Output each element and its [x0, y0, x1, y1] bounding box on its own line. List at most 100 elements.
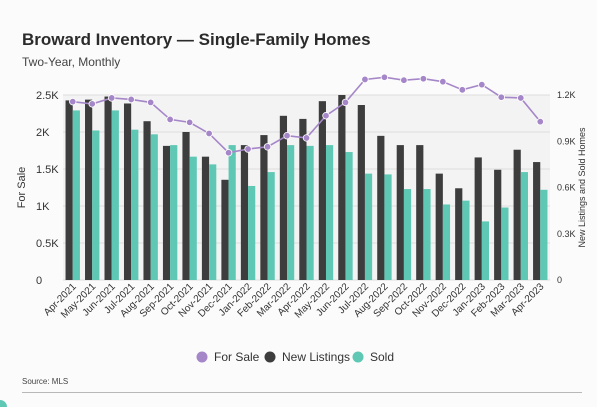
- bar-new-listings: [474, 157, 482, 280]
- bar-sold: [462, 200, 470, 280]
- y-axis-title: For Sale: [16, 167, 28, 209]
- point-for-sale: [536, 117, 544, 126]
- bar-sold: [325, 145, 334, 280]
- point-for-sale: [380, 73, 389, 81]
- point-for-sale: [302, 134, 311, 142]
- y-tick-label: 1.5K: [36, 164, 59, 176]
- legend-swatch: [196, 351, 208, 363]
- corner-accent-shape: [0, 400, 7, 407]
- point-for-sale: [419, 75, 428, 83]
- y-tick-label: 1K: [36, 201, 50, 213]
- bar-sold: [423, 189, 431, 280]
- bar-sold: [170, 145, 178, 280]
- bar-sold: [384, 174, 392, 280]
- bar-new-listings: [513, 149, 521, 280]
- legend-swatch: [352, 351, 364, 363]
- bar-new-listings: [279, 115, 288, 280]
- y-tick-label: 0: [36, 275, 42, 287]
- point-for-sale: [166, 115, 174, 124]
- point-for-sale: [185, 118, 194, 127]
- bar-sold: [287, 145, 295, 280]
- bar-new-listings: [240, 145, 249, 280]
- point-for-sale: [146, 98, 155, 107]
- bar-new-listings: [533, 162, 541, 280]
- bar-sold: [72, 110, 80, 281]
- legend-label: For Sale: [214, 350, 260, 364]
- bar-new-listings: [65, 100, 73, 280]
- y-tick-label: 0.5K: [36, 238, 59, 250]
- point-for-sale: [497, 93, 505, 101]
- y2-tick-label: 0.9K: [557, 136, 576, 146]
- bar-sold: [540, 189, 548, 280]
- legend-swatch: [264, 351, 276, 363]
- point-for-sale: [69, 97, 77, 106]
- point-for-sale: [400, 76, 408, 84]
- bar-new-listings: [85, 99, 93, 280]
- point-for-sale: [322, 112, 330, 120]
- point-for-sale: [263, 143, 272, 151]
- y2-tick-label: 0.6K: [557, 183, 576, 193]
- point-for-sale: [107, 94, 116, 102]
- y2-tick-label: 0.3K: [557, 229, 576, 239]
- bar-sold: [345, 152, 353, 280]
- y2-tick-label: 0: [557, 275, 562, 285]
- bar-sold: [228, 145, 236, 280]
- bar-new-listings: [416, 145, 424, 280]
- bar-new-listings: [162, 145, 171, 280]
- bar-sold: [364, 173, 373, 280]
- chart-title: Broward Inventory — Single-Family Homes: [22, 30, 371, 49]
- bar-sold: [131, 129, 139, 280]
- bar-new-listings: [494, 169, 502, 280]
- point-for-sale: [127, 95, 135, 104]
- bar-new-listings: [338, 95, 346, 280]
- bar-sold: [501, 207, 509, 280]
- bar-new-listings: [299, 118, 307, 280]
- point-for-sale: [458, 86, 467, 94]
- bar-new-listings: [104, 96, 112, 281]
- chart-subtitle: Two-Year, Monthly: [22, 55, 121, 69]
- point-for-sale: [244, 145, 252, 153]
- bar-sold: [267, 172, 275, 280]
- point-for-sale: [517, 94, 525, 102]
- bar-sold: [150, 134, 158, 280]
- source-note: Source: MLS: [22, 377, 69, 386]
- point-for-sale: [341, 98, 350, 107]
- legend-label: New Listings: [282, 350, 350, 364]
- bar-new-listings: [377, 135, 385, 280]
- point-for-sale: [478, 80, 486, 89]
- bar-sold: [481, 221, 490, 280]
- y2-axis-title: New Listings and Sold Homes: [577, 127, 587, 248]
- bar-sold: [209, 164, 217, 280]
- point-for-sale: [224, 149, 233, 157]
- bar-sold: [442, 204, 451, 280]
- y-tick-label: 2K: [36, 127, 50, 139]
- bar-sold: [248, 185, 256, 280]
- bar-new-listings: [318, 101, 326, 281]
- bar-sold: [92, 130, 100, 280]
- bar-new-listings: [201, 156, 210, 280]
- legend-label: Sold: [370, 350, 394, 364]
- bar-new-listings: [357, 105, 365, 280]
- point-for-sale: [283, 131, 291, 140]
- bar-sold: [520, 172, 528, 280]
- bar-new-listings: [260, 135, 268, 280]
- bar-sold: [189, 156, 197, 280]
- bar-new-listings: [143, 121, 151, 280]
- bottom-divider: [22, 392, 582, 393]
- bar-sold: [111, 110, 119, 281]
- bar-new-listings: [182, 132, 190, 280]
- bar-sold: [403, 189, 412, 280]
- bar-sold: [306, 145, 314, 280]
- y-tick-label: 2.5K: [36, 90, 59, 102]
- point-for-sale: [205, 129, 213, 138]
- bar-new-listings: [435, 173, 443, 280]
- point-for-sale: [88, 100, 96, 108]
- bar-new-listings: [455, 188, 463, 280]
- y2-tick-label: 1.2K: [557, 90, 576, 100]
- bar-new-listings: [396, 145, 404, 280]
- point-for-sale: [361, 75, 369, 84]
- bar-new-listings: [123, 103, 132, 281]
- point-for-sale: [439, 77, 447, 86]
- bar-new-listings: [221, 179, 229, 280]
